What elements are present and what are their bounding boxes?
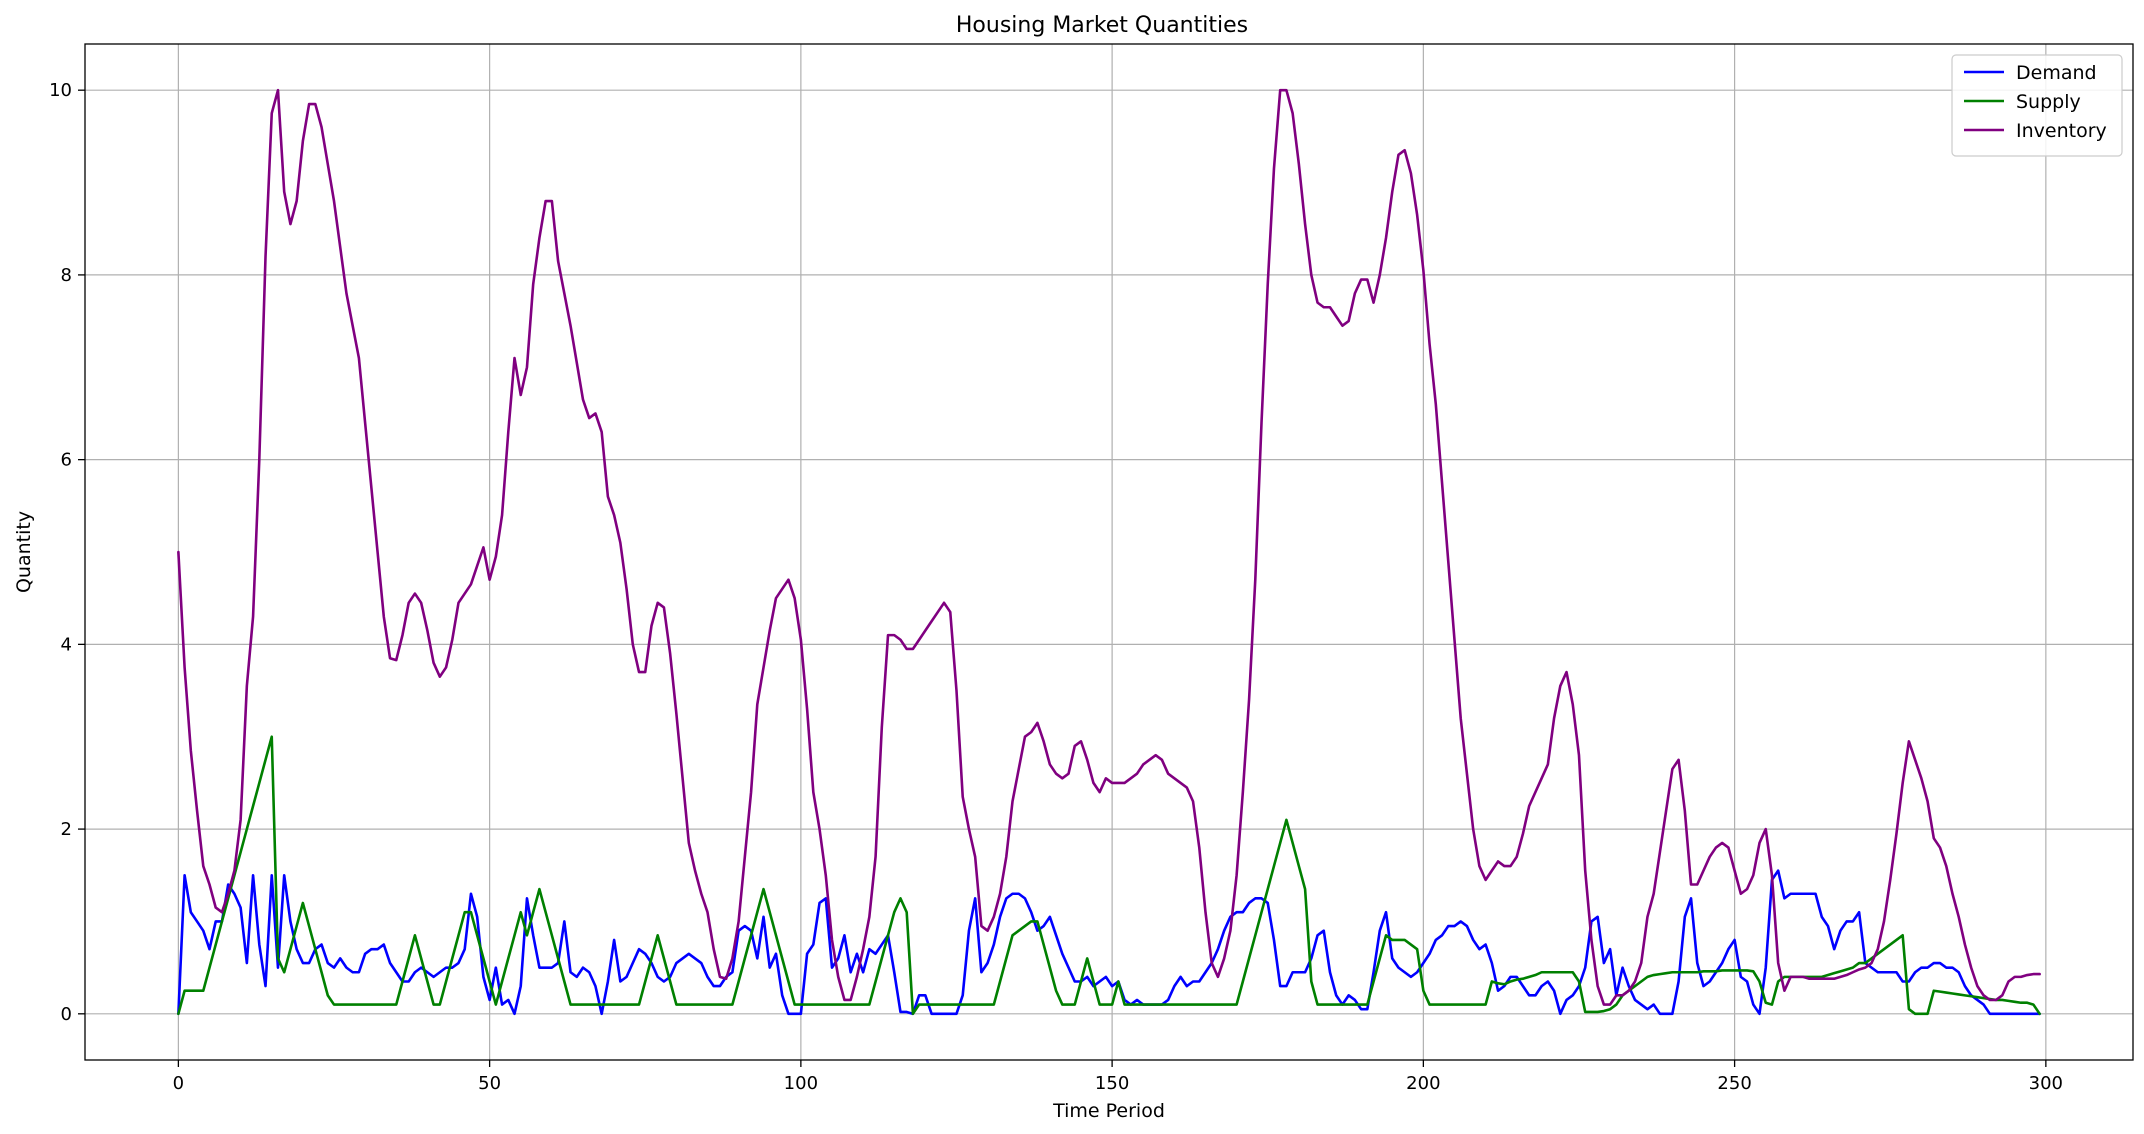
y-tick-label: 2 (61, 819, 72, 840)
y-tick-label: 4 (61, 634, 72, 655)
y-tick-label: 6 (61, 450, 72, 471)
x-tick-label: 250 (1717, 1073, 1751, 1094)
y-tick-label: 10 (49, 80, 72, 101)
series-line-demand (177, 869, 2041, 1016)
x-axis-label: Time Period (1052, 1100, 1165, 1122)
x-tick-label: 150 (1095, 1073, 1129, 1094)
legend-label-demand: Demand (2016, 62, 2097, 84)
axis-ticks: 0 50 100 150 200 250 300 0 2 4 6 8 10 (49, 80, 2063, 1094)
legend: Demand Supply Inventory (1951, 54, 2123, 157)
grid (85, 44, 2133, 1060)
series-line-inventory (177, 88, 2041, 1006)
x-tick-label: 100 (784, 1073, 818, 1094)
chart-title: Housing Market Quantities (956, 13, 1248, 38)
x-tick-label: 300 (2029, 1073, 2063, 1094)
x-tick-label: 50 (478, 1073, 501, 1094)
series-lines (177, 88, 2041, 1016)
legend-label-supply: Supply (2016, 91, 2081, 113)
legend-label-inventory: Inventory (2016, 120, 2107, 142)
series-line-supply (177, 735, 2041, 1016)
y-tick-label: 8 (61, 265, 72, 286)
y-axis-label: Quantity (13, 511, 35, 593)
x-tick-label: 0 (173, 1073, 184, 1094)
x-tick-label: 200 (1406, 1073, 1440, 1094)
y-tick-label: 0 (61, 1004, 72, 1025)
plot-frame (84, 43, 2134, 1061)
